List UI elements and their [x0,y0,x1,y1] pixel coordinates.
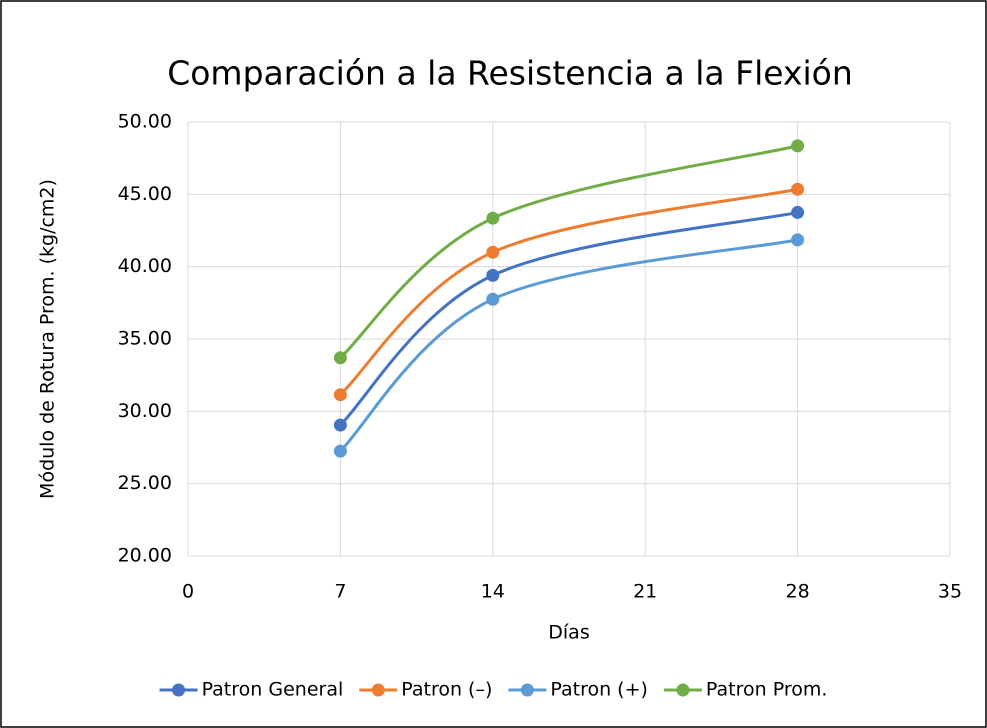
x-tick-label: 7 [334,581,346,603]
series-line [339,187,798,396]
data-point [791,182,805,196]
y-tick-label: 40.00 [118,255,172,277]
legend-label: Patron (–) [401,679,492,701]
series-line [339,238,798,453]
legend-marker [520,683,534,697]
data-point [333,444,347,458]
x-tick-label: 0 [182,581,194,603]
y-tick-label: 35.00 [118,328,172,350]
y-tick-label: 20.00 [118,545,172,567]
data-point [333,388,347,402]
legend-label: Patron General [202,679,344,701]
legend-label: Patron (+) [550,679,648,701]
y-tick-label: 50.00 [118,111,172,133]
data-point [791,205,805,219]
data-point [333,351,347,365]
legend-marker [172,683,186,697]
data-point [486,211,500,225]
legend-label: Patron Prom. [706,679,828,701]
y-axis-label: Módulo de Rotura Prom. (kg/cm2) [37,179,59,499]
series-line [339,210,798,427]
data-point [333,418,347,432]
data-point [486,245,500,259]
x-tick-label: 28 [786,581,810,603]
y-tick-label: 45.00 [118,183,172,205]
legend-marker [676,683,690,697]
x-tick-label: 35 [938,581,962,603]
x-tick-label: 21 [633,581,657,603]
x-axis-label: Días [548,622,589,644]
legend-marker [371,683,385,697]
x-tick-label: 14 [481,581,505,603]
data-point [486,268,500,282]
chart-title: Comparación a la Resistencia a la Flexió… [167,54,853,93]
data-point [791,233,805,247]
y-tick-label: 30.00 [118,400,172,422]
data-point [486,292,500,306]
series-line [339,144,798,359]
data-point [791,139,805,153]
y-tick-label: 25.00 [118,472,172,494]
